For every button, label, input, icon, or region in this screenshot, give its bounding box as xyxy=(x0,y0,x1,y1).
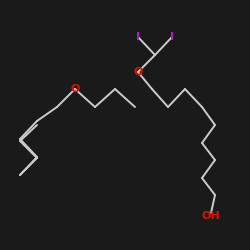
Text: I: I xyxy=(136,32,140,42)
Text: O: O xyxy=(70,84,80,94)
Text: OH: OH xyxy=(202,211,220,221)
Text: I: I xyxy=(170,32,174,42)
Text: O: O xyxy=(133,67,143,77)
